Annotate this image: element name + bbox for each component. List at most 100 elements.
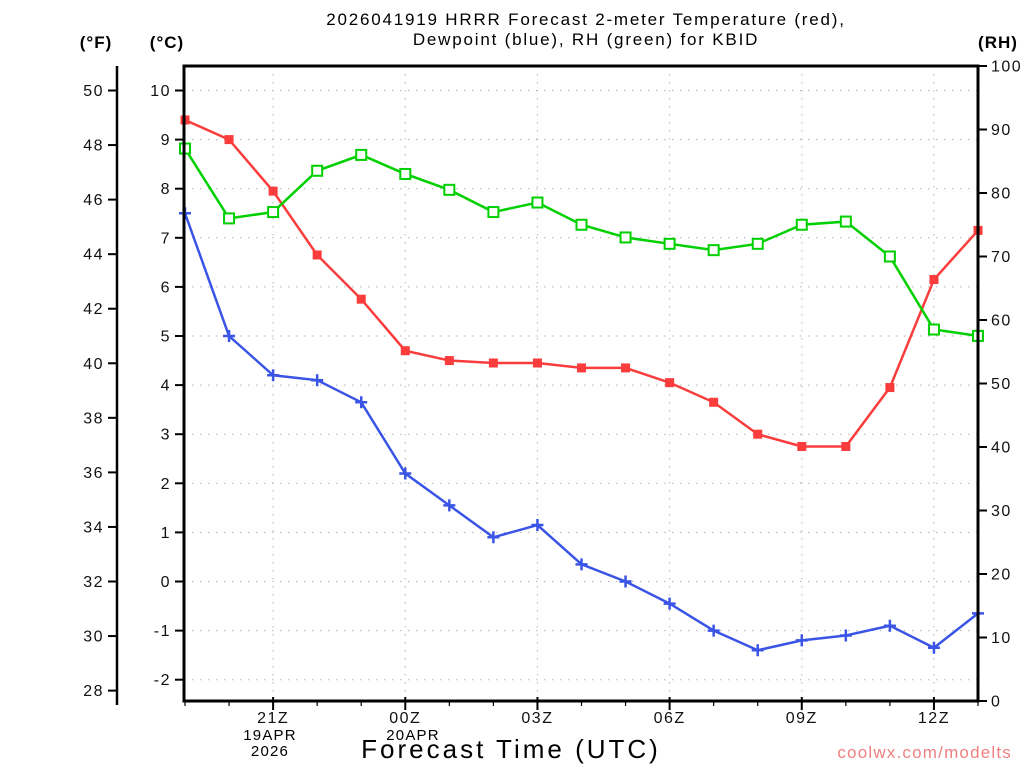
- dewpoint-marker: [355, 396, 368, 409]
- rh-marker: [399, 167, 412, 180]
- dewpoint-series: [179, 207, 984, 657]
- dewpoint-marker: [575, 558, 588, 571]
- celsius-tick-label: 3: [161, 427, 171, 444]
- temperature-marker: [224, 135, 234, 145]
- series-line: [183, 212, 979, 652]
- rh-tick-label: 20: [991, 567, 1012, 584]
- fahrenheit-tick-label: 38: [83, 410, 104, 427]
- rh-marker: [663, 237, 676, 250]
- temperature-marker: [488, 358, 498, 368]
- fahrenheit-axis: [108, 66, 119, 705]
- fahrenheit-tick-label: 34: [83, 519, 104, 536]
- x-tick-label: 06Z: [654, 710, 686, 727]
- rh-marker: [531, 196, 544, 209]
- rh-tick-label: 60: [991, 313, 1012, 330]
- celsius-tick-label: -2: [154, 672, 171, 689]
- rh-marker: [839, 215, 852, 228]
- relative-humidity-series: [179, 142, 984, 342]
- rh-marker: [619, 231, 632, 244]
- celsius-tick-label: 6: [161, 279, 171, 296]
- rh-tick-label: 0: [991, 694, 1001, 711]
- gridlines: [184, 66, 978, 701]
- celsius-tick-label: 5: [161, 329, 171, 346]
- rh-tick-label: 70: [991, 249, 1012, 266]
- fahrenheit-tick-label: 36: [83, 465, 104, 482]
- temperature-marker: [621, 363, 631, 373]
- fahrenheit-tick-label: 50: [83, 83, 104, 100]
- dewpoint-marker: [751, 644, 764, 657]
- fahrenheit-tick-label: 40: [83, 356, 104, 373]
- dewpoint-marker: [311, 374, 324, 387]
- celsius-tick-label: 1: [161, 525, 171, 542]
- rh-tick-label: 30: [991, 503, 1012, 520]
- dewpoint-marker: [839, 629, 852, 642]
- dewpoint-marker: [795, 634, 808, 647]
- rh-marker: [267, 206, 280, 219]
- fahrenheit-tick-label: 32: [83, 574, 104, 591]
- temperature-marker: [797, 441, 807, 451]
- x-axis-date-day2: 20APR: [386, 727, 440, 744]
- temperature-marker: [885, 383, 895, 393]
- dewpoint-marker: [663, 597, 676, 610]
- temperature-marker: [929, 275, 939, 285]
- dewpoint-marker: [399, 467, 412, 480]
- dewpoint-marker: [883, 619, 896, 632]
- celsius-tick-label: -1: [154, 623, 171, 640]
- celsius-tick-label: 7: [161, 230, 171, 247]
- temperature-marker: [444, 356, 454, 366]
- x-axis-date-day1: 19APR: [243, 727, 297, 744]
- rh-tick-label: 100: [991, 59, 1022, 76]
- temperature-marker: [268, 186, 278, 196]
- temperature-marker: [532, 358, 542, 368]
- chart-title-line2: Dewpoint (blue), RH (green) for KBID: [412, 30, 760, 49]
- celsius-axis: [175, 89, 184, 681]
- dewpoint-marker: [267, 369, 280, 382]
- temperature-marker: [709, 397, 719, 407]
- x-axis-title: Forecast Time (UTC): [361, 734, 661, 764]
- temperature-marker: [665, 378, 675, 388]
- celsius-axis-header: (°C): [149, 33, 185, 52]
- x-tick-label: 12Z: [918, 710, 950, 727]
- dewpoint-marker: [487, 531, 500, 544]
- rh-marker: [355, 148, 368, 161]
- rh-tick-label: 10: [991, 630, 1012, 647]
- rh-marker: [487, 206, 500, 219]
- x-tick-label: 09Z: [786, 710, 818, 727]
- fahrenheit-tick-label: 44: [83, 247, 104, 264]
- celsius-tick-label: 0: [161, 574, 171, 591]
- series-line: [184, 118, 979, 448]
- x-tick-label: 21Z: [257, 710, 289, 727]
- series-line: [183, 147, 979, 338]
- fahrenheit-tick-label: 46: [83, 192, 104, 209]
- temperature-marker: [356, 294, 366, 304]
- rh-marker: [883, 250, 896, 263]
- watermark-text: coolwx.com/modelts: [837, 743, 1012, 762]
- dewpoint-marker: [707, 624, 720, 637]
- rh-axis: [978, 65, 987, 702]
- dewpoint-marker: [443, 499, 456, 512]
- celsius-tick-label: 9: [161, 132, 171, 149]
- rh-tick-label: 40: [991, 440, 1012, 457]
- rh-marker: [443, 183, 456, 196]
- celsius-tick-label: 4: [161, 378, 171, 395]
- rh-marker: [795, 218, 808, 231]
- celsius-tick-label: 10: [150, 83, 171, 100]
- celsius-tick-label: 8: [161, 181, 171, 198]
- rh-axis-header: (RH): [978, 33, 1018, 52]
- dewpoint-marker: [223, 330, 236, 342]
- x-tick-label: 00Z: [389, 710, 421, 727]
- chart-title-line1: 2026041919 HRRR Forecast 2-meter Tempera…: [326, 10, 846, 29]
- x-tick-label: 03Z: [521, 710, 553, 727]
- dewpoint-marker: [619, 575, 632, 588]
- x-axis-date-day1-year: 2026: [250, 743, 290, 760]
- rh-marker: [223, 212, 236, 225]
- temperature-marker: [400, 346, 410, 356]
- temperature-marker: [312, 250, 322, 260]
- temperature-marker: [753, 429, 763, 439]
- 2-meter-temperature-series: [180, 115, 983, 451]
- temperature-marker: [577, 363, 586, 373]
- fahrenheit-tick-label: 42: [83, 301, 104, 318]
- temperature-marker: [841, 441, 851, 451]
